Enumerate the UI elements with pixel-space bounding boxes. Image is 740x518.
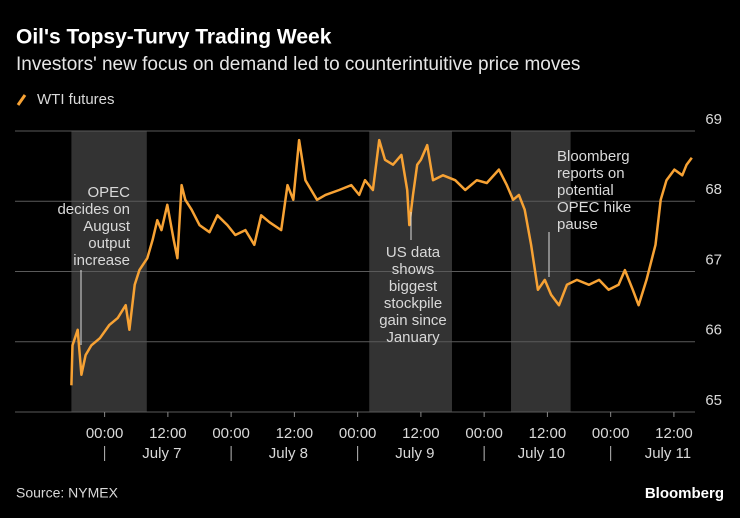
annotation-text: increase xyxy=(73,252,130,269)
annotation-text: stockpile xyxy=(384,295,442,312)
x-tick-label: 00:00 xyxy=(592,425,630,442)
x-tick-label: 00:00 xyxy=(212,425,250,442)
y-tick-label: 68 xyxy=(705,181,722,198)
x-tick-label: 12:00 xyxy=(149,425,187,442)
annotation-text: gain since xyxy=(379,312,447,329)
day-label: July 11 xyxy=(645,445,691,462)
chart-title: Oil's Topsy-Turvy Trading Week xyxy=(16,26,332,49)
annotation-text: August xyxy=(83,218,131,235)
annotation-text: OPEC xyxy=(87,184,130,201)
legend-swatch xyxy=(16,94,27,106)
x-tick-label: 12:00 xyxy=(655,425,693,442)
annotation-text: output xyxy=(88,235,131,252)
source: Source: NYMEX xyxy=(16,485,119,501)
day-label: July 10 xyxy=(518,445,566,462)
y-tick-label: 69 xyxy=(705,111,722,128)
x-tick-label: 12:00 xyxy=(402,425,440,442)
price-line xyxy=(70,138,693,386)
legend-label: WTI futures xyxy=(37,91,115,108)
y-tick-label: 67 xyxy=(705,251,722,268)
day-label: July 8 xyxy=(269,445,308,462)
annotation-text: US data xyxy=(386,244,441,261)
annotation-text: January xyxy=(386,329,440,346)
x-tick-label: 00:00 xyxy=(86,425,124,442)
annotation-text: reports on xyxy=(557,165,625,182)
annotation-text: potential xyxy=(557,182,614,199)
x-tick-label: 00:00 xyxy=(339,425,377,442)
annotation-text: shows xyxy=(392,261,435,278)
y-tick-label: 66 xyxy=(705,322,722,339)
annotation-text: biggest xyxy=(389,278,438,295)
x-tick-label: 12:00 xyxy=(276,425,314,442)
brand: Bloomberg xyxy=(645,485,724,502)
annotation-text: OPEC hike xyxy=(557,199,631,216)
annotation-text: Bloomberg xyxy=(557,148,630,165)
day-label: July 7 xyxy=(142,445,181,462)
annotation-text: pause xyxy=(557,216,598,233)
annotation-text: decides on xyxy=(57,201,130,218)
x-tick-label: 12:00 xyxy=(529,425,567,442)
x-tick-label: 00:00 xyxy=(465,425,503,442)
day-label: July 9 xyxy=(395,445,434,462)
chart-subtitle: Investors' new focus on demand led to co… xyxy=(16,54,580,75)
y-tick-label: 65 xyxy=(705,392,722,409)
